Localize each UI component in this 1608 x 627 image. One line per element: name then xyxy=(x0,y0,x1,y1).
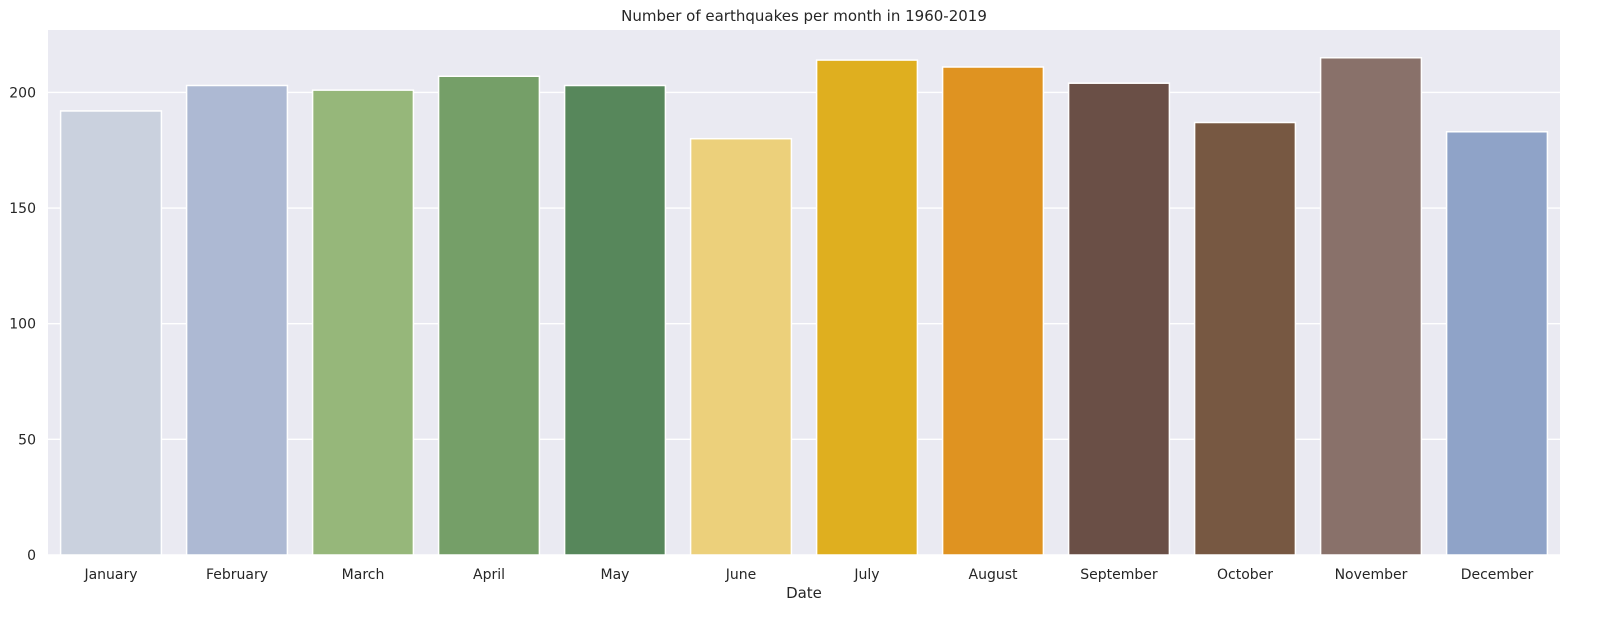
x-tick-label: May xyxy=(601,567,630,583)
bar-june xyxy=(689,137,793,556)
chart-title: Number of earthquakes per month in 1960-… xyxy=(621,7,987,25)
x-tick-label: December xyxy=(1461,567,1534,583)
bar-january xyxy=(59,110,163,556)
y-axis-ticks: 0 50 100 150 200 xyxy=(9,85,36,564)
y-tick-label: 0 xyxy=(27,548,36,564)
plot-area xyxy=(48,30,1560,555)
x-tick-label: April xyxy=(473,567,505,583)
y-tick-label: 100 xyxy=(9,317,36,333)
x-tick-label: January xyxy=(83,567,137,583)
bar-may xyxy=(563,84,667,556)
bar-september xyxy=(1067,82,1171,556)
bar-november xyxy=(1319,57,1423,556)
bar-april xyxy=(437,75,541,556)
y-tick-label: 50 xyxy=(18,432,36,448)
bar-december xyxy=(1445,131,1549,556)
y-tick-label: 150 xyxy=(9,201,36,217)
x-tick-label: March xyxy=(342,567,385,583)
bars xyxy=(59,57,1549,556)
bar-july xyxy=(815,59,919,556)
x-axis-ticks: January February March April May June July Augu… xyxy=(83,567,1533,583)
bar-march xyxy=(311,89,415,556)
x-tick-label: June xyxy=(725,567,757,583)
x-tick-label: July xyxy=(853,567,879,583)
x-tick-label: August xyxy=(969,567,1019,583)
x-tick-label: October xyxy=(1217,567,1273,583)
bar-february xyxy=(185,84,289,556)
y-tick-label: 200 xyxy=(9,85,36,101)
gridlines xyxy=(48,91,1560,556)
bar-august xyxy=(941,66,1045,556)
x-tick-label: September xyxy=(1080,567,1158,583)
bar-october xyxy=(1193,121,1297,556)
x-axis-label: Date xyxy=(786,584,822,602)
x-tick-label: November xyxy=(1335,567,1408,583)
x-tick-label: February xyxy=(206,567,268,583)
